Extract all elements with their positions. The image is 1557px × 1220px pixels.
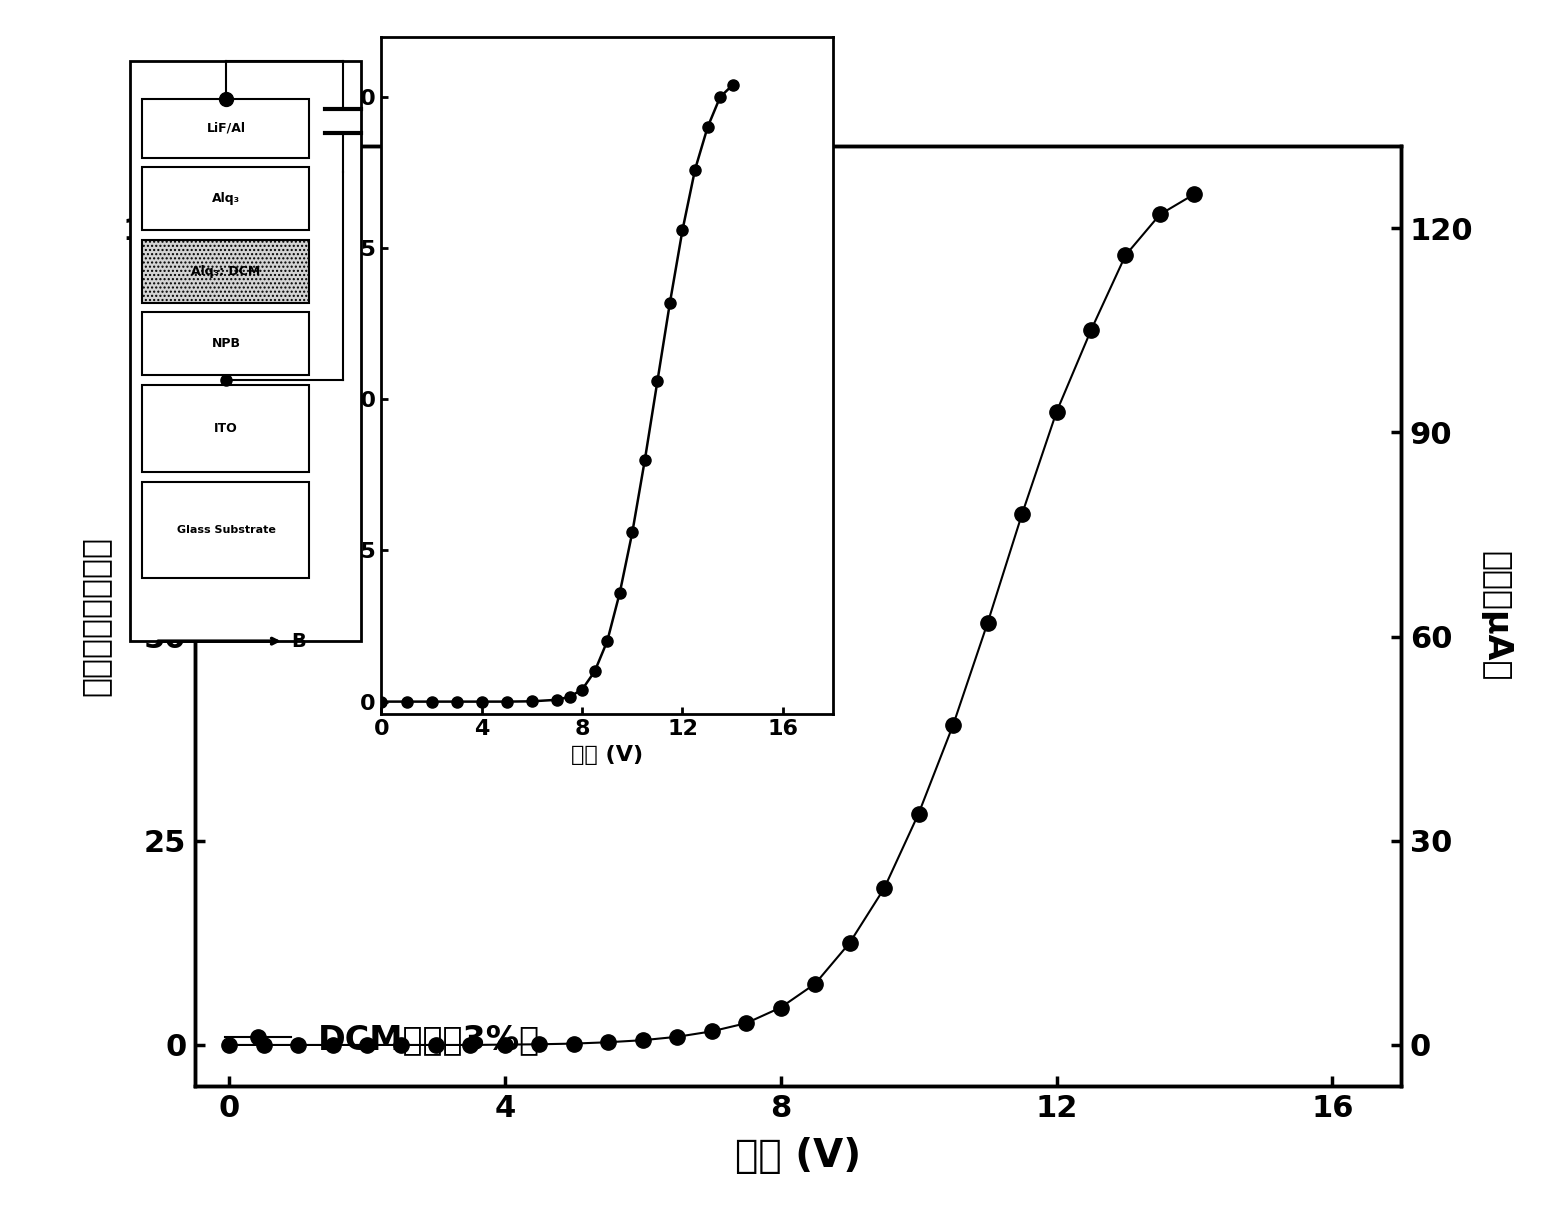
Text: Alq₃: DCM: Alq₃: DCM	[192, 265, 260, 278]
Bar	[142, 167, 310, 231]
Text: NPB: NPB	[212, 337, 240, 350]
Text: B: B	[291, 632, 307, 650]
Text: ITO: ITO	[213, 422, 238, 434]
Y-axis label: 亮度（任意单位）: 亮度（任意单位）	[78, 536, 112, 697]
Bar	[142, 482, 310, 578]
Y-axis label: 亮度（任意单位）: 亮度（任意单位）	[304, 326, 324, 425]
Bar	[129, 61, 361, 642]
Bar	[142, 312, 310, 376]
Bar	[142, 100, 310, 157]
Text: Glass Substrate: Glass Substrate	[176, 525, 276, 534]
Text: Alq₃: Alq₃	[212, 192, 240, 205]
Y-axis label: 电流（μA）: 电流（μA）	[1479, 551, 1512, 681]
Text: LiF/Al: LiF/Al	[207, 122, 246, 135]
X-axis label: 电压 (V): 电压 (V)	[571, 745, 643, 765]
Legend: DCM掺杂（3%）: DCM掺杂（3%）	[212, 1009, 553, 1069]
Bar	[142, 384, 310, 472]
Bar	[142, 239, 310, 303]
X-axis label: 电压 (V): 电压 (V)	[735, 1137, 861, 1175]
